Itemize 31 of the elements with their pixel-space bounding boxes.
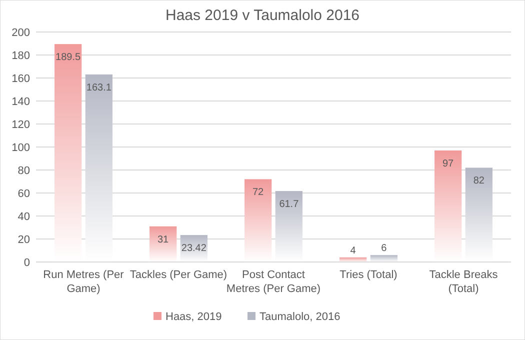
y-tick-label: 160 (12, 72, 30, 85)
y-tick-label: 180 (12, 50, 30, 62)
y-tick-label: 80 (18, 164, 30, 177)
data-label: 4 (350, 245, 356, 256)
chart-title: Haas 2019 v Taumalolo 2016 (165, 7, 360, 24)
data-label: 31 (158, 234, 170, 246)
y-tick-label: 120 (12, 118, 30, 131)
x-tick-label: Tries (Total) (340, 269, 398, 281)
y-tick-label: 140 (12, 96, 30, 108)
data-label: 72 (252, 187, 264, 198)
legend-label: Taumalolo, 2016 (260, 311, 340, 323)
y-tick-label: 200 (12, 26, 30, 39)
data-label: 189.5 (56, 52, 82, 64)
legend-label: Haas, 2019 (166, 311, 222, 323)
x-tick-label: Tackles (Per Game) (130, 269, 228, 281)
bar (370, 255, 398, 262)
bar (150, 226, 177, 262)
y-tick-label: 60 (18, 188, 30, 200)
y-tick-label: 0 (24, 256, 30, 269)
data-label: 6 (381, 243, 388, 254)
data-label: 82 (473, 176, 485, 187)
data-label: 23.42 (181, 243, 207, 254)
data-label: 97 (442, 158, 454, 170)
data-label: 61.7 (279, 199, 300, 210)
x-tick-label: Post Contact Metres (Per Game) (226, 269, 321, 295)
x-tick-label: Tackle Breaks (Total) (429, 269, 498, 295)
y-tick-label: 20 (18, 234, 30, 246)
y-tick-label: 40 (18, 210, 30, 223)
y-tick-label: 100 (12, 142, 30, 154)
x-tick-label: Run Metres (Per Game) (43, 269, 124, 295)
data-label: 163.1 (86, 82, 112, 94)
